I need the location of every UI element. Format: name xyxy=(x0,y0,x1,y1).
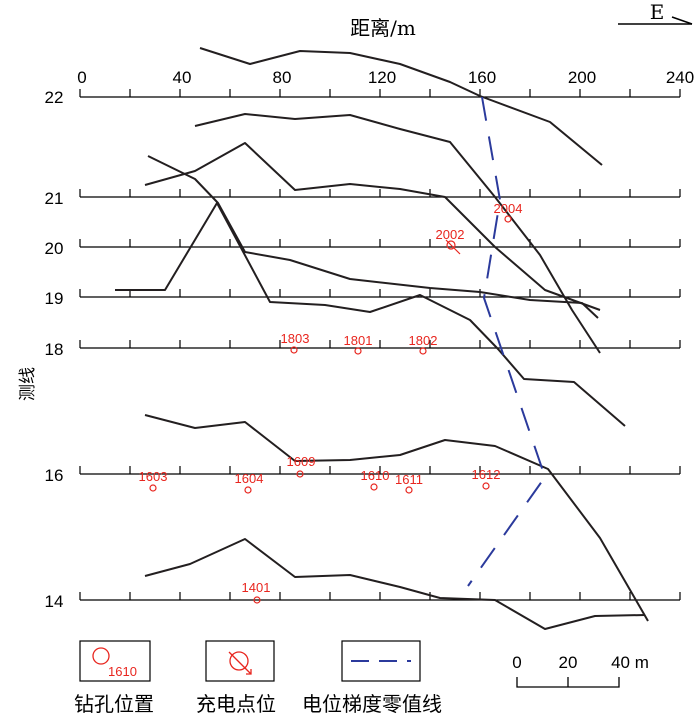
survey-line-18 xyxy=(79,340,681,349)
borehole-label: 1802 xyxy=(409,333,438,348)
contour-line xyxy=(194,113,601,354)
contour-lines xyxy=(115,47,649,630)
survey-line-19 xyxy=(79,289,681,298)
survey-line-14 xyxy=(79,592,681,601)
borehole-1612: 1612 xyxy=(472,467,501,490)
borehole-1801: 1801 xyxy=(344,333,373,355)
line-label-22: 22 xyxy=(45,88,64,107)
contour-line xyxy=(199,47,603,166)
borehole-label: 1803 xyxy=(281,331,310,346)
borehole-1610: 1610 xyxy=(361,468,390,491)
boreholes: 2004 2002 1803 1801 1802 1603 1604 xyxy=(139,201,523,604)
scale-tick-label: 20 xyxy=(559,653,578,672)
line-label-16: 16 xyxy=(45,466,64,485)
scale-bar: 0 20 40 m xyxy=(512,653,649,688)
zero-gradient-line xyxy=(467,96,547,587)
north-arrow-label: E xyxy=(650,0,665,24)
borehole-label: 1610 xyxy=(361,468,390,483)
borehole-label: 1609 xyxy=(287,454,316,469)
borehole-2004: 2004 xyxy=(494,201,523,223)
contour-line xyxy=(115,202,626,427)
borehole-1609: 1609 xyxy=(287,454,316,478)
survey-line-21 xyxy=(79,189,681,198)
contour-line xyxy=(144,538,646,630)
borehole-icon xyxy=(92,647,110,665)
borehole-label: 2002 xyxy=(436,227,465,242)
north-arrow: E xyxy=(618,0,693,25)
legend-charge-label: 充电点位 xyxy=(196,692,276,716)
contour-line xyxy=(144,414,649,622)
borehole-label: 1611 xyxy=(395,472,423,487)
scale-tick-label: 0 xyxy=(512,653,521,672)
borehole-1604: 1604 xyxy=(235,471,264,494)
line-label-18: 18 xyxy=(45,340,64,359)
y-axis-label: 测线 xyxy=(18,367,38,401)
distance-axis-title: 距离/m xyxy=(350,16,416,40)
legend-zero-line: 电位梯度零值线 xyxy=(302,640,442,716)
legend: 1610 钻孔位置 充电点位 电位梯度零值线 xyxy=(74,640,442,716)
survey-line-20 xyxy=(79,239,681,248)
x-tick-label: 160 xyxy=(468,68,496,87)
x-tick-labels: 0 40 80 120 160 200 240 xyxy=(77,68,694,87)
borehole-label: 1603 xyxy=(139,469,168,484)
legend-borehole: 1610 钻孔位置 xyxy=(74,640,154,716)
survey-line-16 xyxy=(79,466,681,475)
survey-line-22 xyxy=(79,89,681,98)
line-label-20: 20 xyxy=(45,239,64,258)
legend-borehole-number: 1610 xyxy=(108,664,137,679)
x-tick-label: 240 xyxy=(666,68,694,87)
x-tick-label: 40 xyxy=(173,68,192,87)
legend-borehole-label: 钻孔位置 xyxy=(74,692,154,716)
borehole-1401: 1401 xyxy=(242,580,271,604)
x-tick-label: 80 xyxy=(273,68,292,87)
borehole-2002: 2002 xyxy=(436,227,465,255)
line-label-14: 14 xyxy=(45,592,64,611)
borehole-label: 1612 xyxy=(472,467,501,482)
borehole-1603: 1603 xyxy=(139,469,168,492)
borehole-label: 1801 xyxy=(344,333,373,348)
line-label-21: 21 xyxy=(45,189,64,208)
contour-line xyxy=(144,142,601,311)
borehole-1803: 1803 xyxy=(281,331,310,354)
scale-tick-label: 40 m xyxy=(611,653,649,672)
legend-charge: 充电点位 xyxy=(196,640,276,716)
contour-line xyxy=(147,155,599,319)
charge-point-icon xyxy=(228,651,252,675)
line-label-19: 19 xyxy=(45,289,64,308)
borehole-label: 1604 xyxy=(235,471,264,486)
x-tick-label: 120 xyxy=(368,68,396,87)
legend-zero-line-label: 电位梯度零值线 xyxy=(302,692,442,716)
x-tick-label: 200 xyxy=(568,68,596,87)
borehole-1802: 1802 xyxy=(409,333,438,355)
borehole-1611: 1611 xyxy=(395,472,423,494)
borehole-label: 2004 xyxy=(494,201,523,216)
borehole-label: 1401 xyxy=(242,580,271,595)
x-tick-label: 0 xyxy=(77,68,86,87)
line-labels: 22 21 20 19 18 16 14 xyxy=(45,88,64,611)
